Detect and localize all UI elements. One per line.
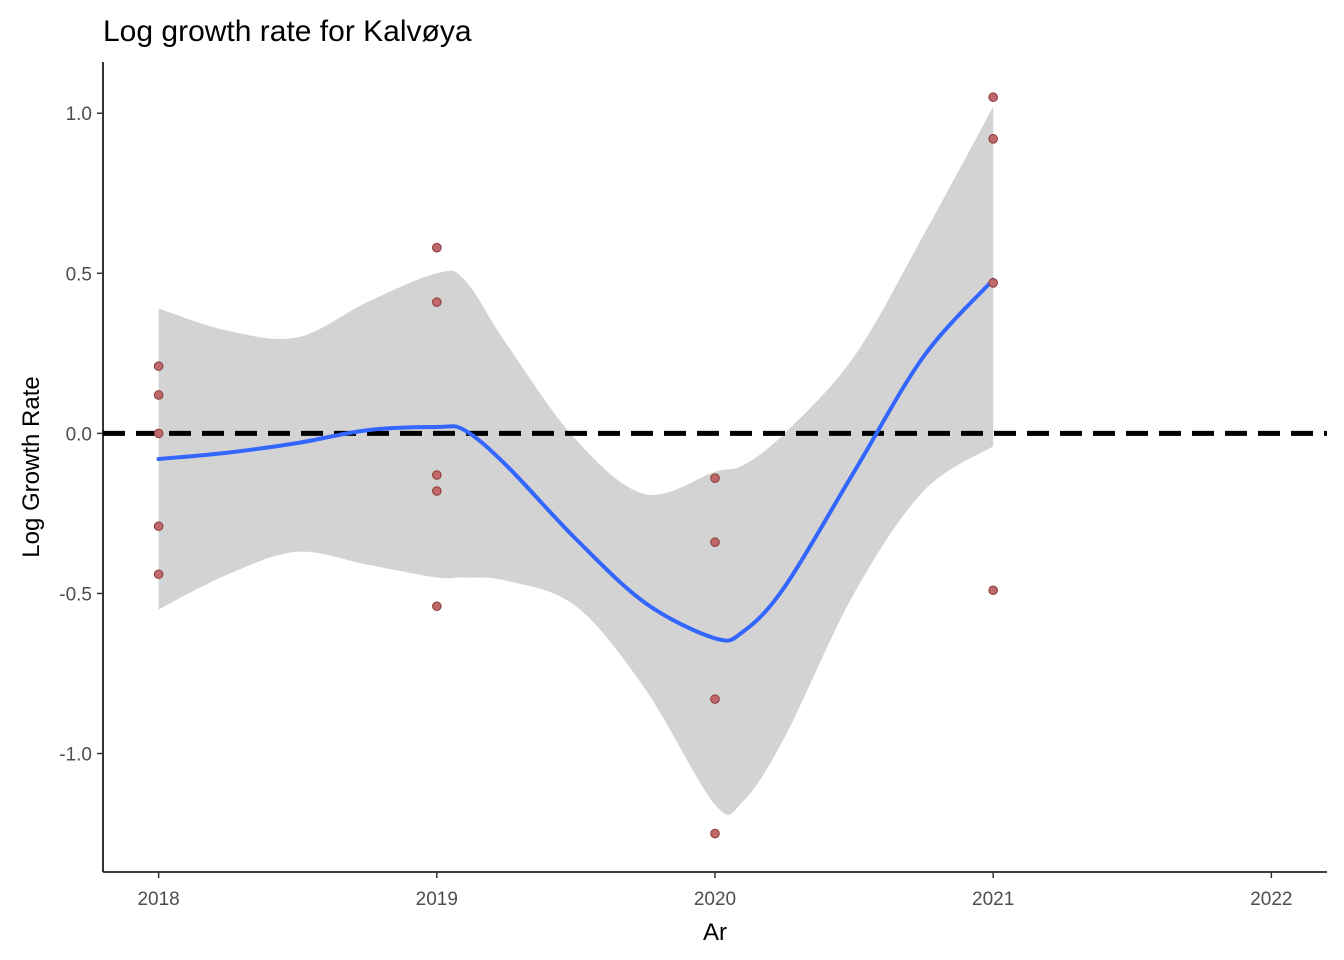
data-point — [432, 470, 442, 480]
data-point — [432, 242, 442, 253]
y-tick-label: 1.0 — [66, 104, 92, 125]
chart-title: Log growth rate for Kalvøya — [103, 15, 472, 48]
smooth-line-layer — [156, 277, 996, 643]
data-point — [432, 601, 442, 612]
confidence-band-layer — [158, 106, 994, 815]
confidence-band — [158, 106, 994, 815]
data-point — [153, 569, 164, 580]
data-point — [710, 694, 720, 704]
data-point — [432, 486, 442, 496]
x-axis-title: Ar — [703, 919, 727, 946]
data-point — [988, 92, 998, 103]
data-point — [153, 390, 164, 400]
data-point — [988, 278, 998, 288]
data-point — [153, 521, 164, 532]
data-points-layer — [153, 92, 998, 839]
y-axis-title: Log Growth Rate — [18, 376, 45, 557]
y-tick-label: -0.5 — [59, 584, 92, 605]
x-tick-label: 2018 — [137, 889, 179, 910]
x-tick-label: 2019 — [416, 889, 458, 910]
data-point — [988, 134, 998, 144]
smooth-fit-line — [156, 277, 996, 643]
data-point — [988, 585, 998, 596]
data-point — [153, 428, 164, 439]
data-point — [710, 537, 720, 548]
y-tick-label: 0.0 — [66, 424, 92, 445]
data-point — [710, 473, 720, 484]
ticks-layer: 2018 2019 2020 2021 2022 -1.0 -0.5 0.0 0.5 1.0 — [59, 104, 1292, 910]
data-point — [153, 361, 164, 371]
x-tick-label: 2020 — [694, 889, 736, 910]
y-tick-label: -1.0 — [59, 745, 92, 766]
data-point — [710, 828, 720, 839]
x-tick-label: 2022 — [1250, 889, 1292, 910]
data-point — [432, 297, 442, 307]
y-tick-label: 0.5 — [66, 264, 92, 285]
x-tick-label: 2021 — [972, 889, 1014, 910]
